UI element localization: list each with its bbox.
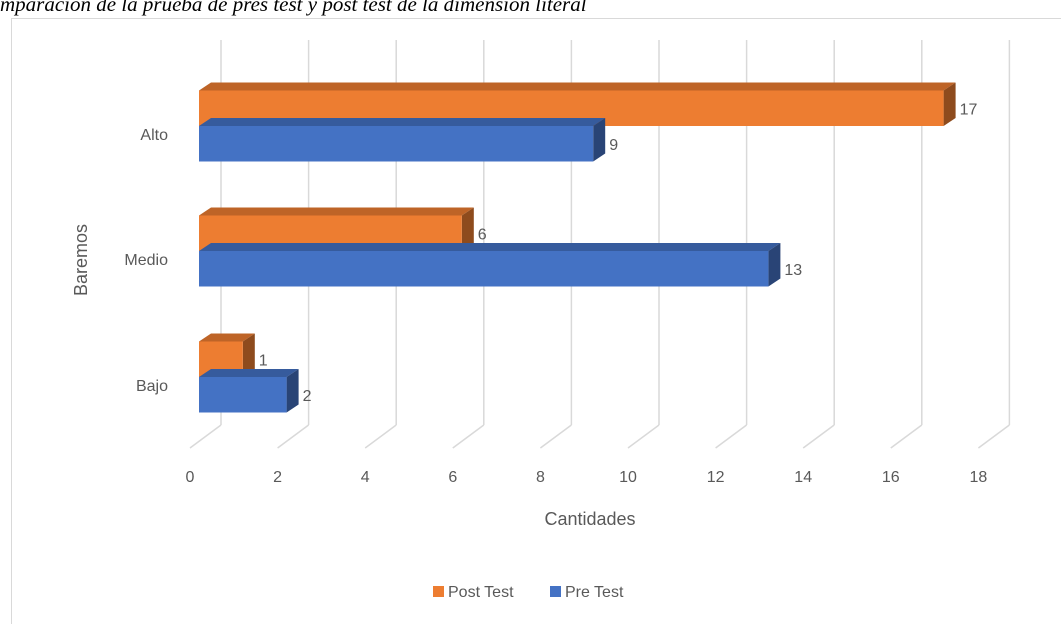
x-tick-label: 6 [448,469,457,486]
x-tick-label: 8 [536,469,545,486]
bar [199,243,781,287]
bar-top [199,369,299,377]
bar-side [242,333,255,377]
data-label: 6 [478,226,487,243]
bar-top [199,207,474,216]
data-label: 2 [303,388,312,405]
x-tick-label: 16 [882,469,900,486]
grid-line-floor [977,424,1010,449]
chart-frame [11,18,1061,624]
grid-line-floor [277,424,310,449]
bar-top [199,333,255,342]
grid-line-floor [715,424,748,449]
bar-side [286,369,299,413]
x-tick-label: 14 [794,469,812,486]
bar [199,333,255,377]
bar-top [199,82,956,91]
x-tick-label: 2 [273,469,282,486]
x-tick-label: 4 [361,469,370,486]
y-axis-label: Baremos [71,224,91,296]
y-tick-label: Medio [124,252,168,269]
bar-front [199,126,594,162]
grid-line-floor [539,424,572,449]
x-tick-label: 10 [619,469,637,486]
bar-front [199,251,769,287]
bar [199,118,606,162]
legend-label: Post Test [448,584,514,601]
bar-side [593,118,606,162]
bar-side [768,243,781,287]
x-tick-label: 18 [970,469,988,486]
legend-swatch [433,586,444,597]
grid-line-floor [364,424,397,449]
x-axis-label: Cantidades [544,509,635,529]
grid-line-floor [452,424,485,449]
data-label: 1 [259,352,268,369]
data-label: 9 [609,137,618,154]
legend-swatch [550,586,561,597]
bar-front [199,377,287,413]
bar-top [199,118,606,126]
grid-line-floor [802,424,835,449]
grid-line-floor [627,424,660,449]
bar-side [943,82,956,126]
x-tick-label: 0 [186,469,195,486]
chart-title: mparación de la prueba de pres test y po… [0,0,587,16]
bar-top [199,243,781,251]
legend-label: Pre Test [565,584,624,601]
bar [199,369,299,413]
y-tick-label: Bajo [136,378,168,395]
data-label: 13 [784,262,802,279]
x-tick-label: 12 [707,469,725,486]
grid-line-floor [189,424,222,449]
data-label: 17 [960,101,978,118]
bar-side [461,207,474,251]
grid-line-floor [890,424,923,449]
y-tick-label: Alto [140,127,168,144]
